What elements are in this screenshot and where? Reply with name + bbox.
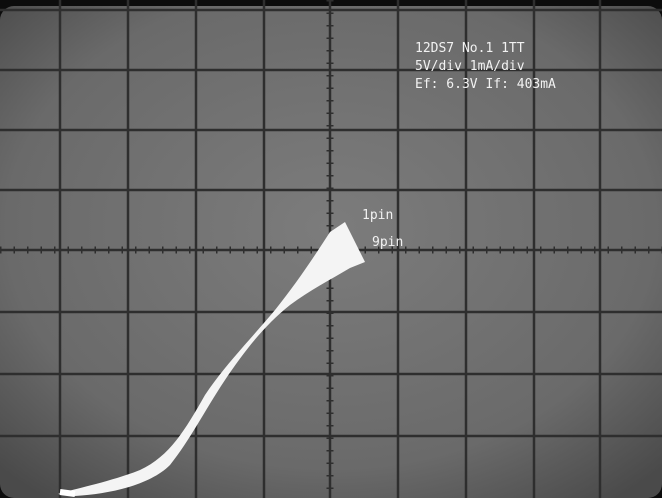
trace-label: 9pin <box>372 235 403 250</box>
annotation-line: 12DS7 No.1 1TT <box>415 41 525 56</box>
annotation-line: 5V/div 1mA/div <box>415 59 525 74</box>
trace-origin <box>59 489 76 497</box>
trace <box>58 222 365 496</box>
trace-label: 1pin <box>362 208 393 223</box>
annotation-line: Ef: 6.3V If: 403mA <box>415 77 556 92</box>
